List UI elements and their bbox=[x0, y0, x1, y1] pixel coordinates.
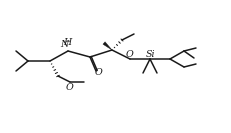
Polygon shape bbox=[103, 42, 112, 50]
Text: H: H bbox=[63, 38, 71, 47]
Text: O: O bbox=[126, 49, 133, 59]
Text: Si: Si bbox=[145, 49, 154, 59]
Text: O: O bbox=[66, 82, 73, 92]
Text: N: N bbox=[60, 40, 68, 49]
Text: O: O bbox=[95, 68, 102, 76]
